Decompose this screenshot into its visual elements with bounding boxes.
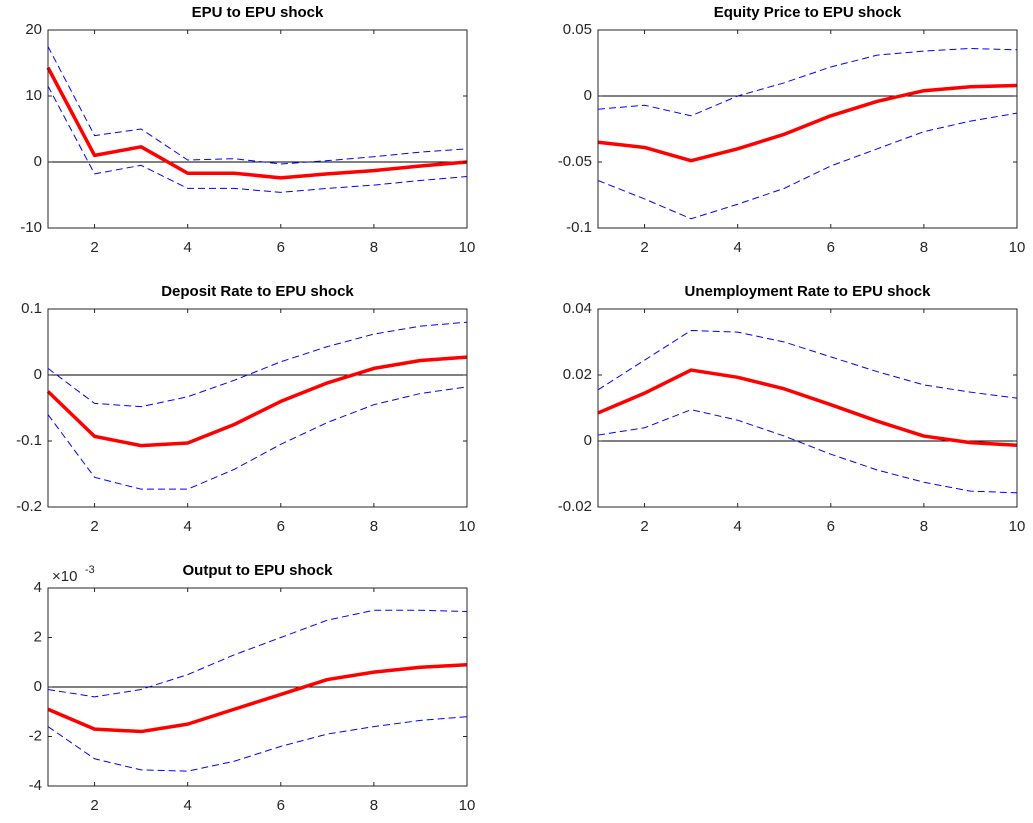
x-tick-label: 10 [459,239,476,256]
exponent-power: -3 [85,564,95,576]
x-tick-label: 8 [370,518,378,535]
axes-background [598,309,1017,507]
subplot-title: EPU to EPU shock [192,4,324,21]
x-tick-label: 10 [459,797,476,814]
y-tick-label: 0.02 [563,366,592,383]
axes-background [598,30,1017,228]
y-tick-label: 2 [34,628,42,645]
x-tick-label: 4 [733,518,741,535]
x-tick-label: 2 [90,797,98,814]
y-tick-label: -0.02 [558,498,592,515]
confidence-band [47,716,468,772]
confidence-band [47,46,468,165]
y-tick-label: 0 [34,678,42,695]
subplot: 2 4 6 8 10 -0.1 -0.05 0 0.05 Equity Price to EPU … [558,4,1026,256]
y-tick-label: 0 [584,432,592,449]
impulse-response [597,83,1018,163]
confidence-band [597,47,1018,117]
confidence-band [47,609,468,698]
y-tick-label: 0.1 [21,300,42,317]
x-tick-label: 2 [90,239,98,256]
y-tick-label: -0.1 [566,219,592,236]
x-tick-label: 8 [370,239,378,256]
confidence-band [597,329,1018,399]
axes-box [597,29,1018,229]
axes-background [48,30,467,228]
axes-box [597,308,1018,508]
x-tick-label: 4 [183,797,191,814]
subplot-title: Output to EPU shock [183,562,334,579]
axes-box [47,29,468,229]
y-tick-label: -0.2 [16,498,42,515]
y-tick-label: 0 [34,153,42,170]
x-tick-label: 8 [370,797,378,814]
x-tick-label: 2 [640,239,648,256]
y-tick-label: 0.04 [563,300,592,317]
x-tick-label: 2 [640,518,648,535]
subplot-title: Deposit Rate to EPU shock [161,283,354,300]
impulse-response [597,368,1018,448]
x-tick-label: 4 [183,518,191,535]
x-tick-label: 8 [920,518,928,535]
y-tick-label: -4 [29,777,42,794]
y-tick-label: -2 [29,727,42,744]
y-tick-label: 0.05 [563,21,592,38]
subplot-title: Equity Price to EPU shock [714,4,902,21]
y-tick-label: 0 [34,366,42,383]
x-tick-label: 10 [1009,518,1026,535]
y-tick-label: 20 [25,21,42,38]
subplot-title: Unemployment Rate to EPU shock [685,283,932,300]
axes-box [47,308,468,508]
y-tick-label: -0.05 [558,153,592,170]
y-tick-label: 0 [584,87,592,104]
x-tick-label: 6 [827,239,835,256]
x-tick-label: 2 [90,518,98,535]
x-tick-label: 10 [1009,239,1026,256]
subplot: 2 4 6 8 10 -0.02 0 0.02 0.04 Unemployment Rate to… [558,283,1026,535]
impulse-response [46,355,468,448]
x-tick-label: 6 [277,239,285,256]
confidence-band [597,409,1018,494]
x-tick-label: 4 [183,239,191,256]
x-tick-label: 4 [733,239,741,256]
exponent-base: ×10 [52,568,77,585]
confidence-band [597,112,1018,220]
subplot: 2 4 6 8 10 -10 0 10 20 EPU to EPU shock [20,4,475,256]
y-tick-label: 10 [25,87,42,104]
x-tick-label: 8 [920,239,928,256]
confidence-band [47,386,468,490]
axes-background [48,309,467,507]
y-tick-label: 4 [34,579,42,596]
x-tick-label: 6 [277,797,285,814]
x-tick-label: 6 [827,518,835,535]
impulse-response [46,66,468,180]
y-tick-label: -0.1 [16,432,42,449]
x-tick-label: 6 [277,518,285,535]
subplot: 2 4 6 8 10 -4 -2 0 2 4 Output to EPU shock ×10 -3 [29,562,476,814]
x-tick-label: 10 [459,518,476,535]
y-tick-label: -10 [20,219,42,236]
impulse-response [47,662,468,734]
subplot: 2 4 6 8 10 -0.2 -0.1 0 0.1 Deposit Rate to EPU sh… [16,283,475,535]
confidence-band [47,85,468,193]
confidence-band [47,321,468,408]
